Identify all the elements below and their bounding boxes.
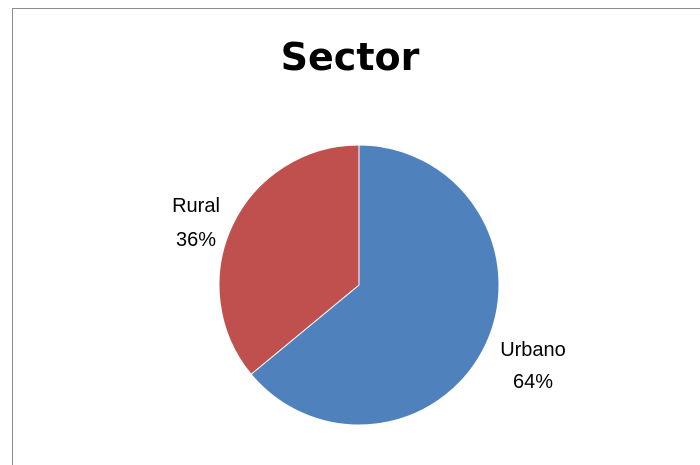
pie-slice-urbano <box>250 144 500 426</box>
slice-value-rural: 36% <box>176 229 216 251</box>
chart-title: Sector <box>280 35 420 79</box>
slice-value-urbano: 64% <box>513 371 553 393</box>
slice-label-urbano: Urbano <box>500 339 566 361</box>
slice-label-rural: Rural <box>172 195 220 217</box>
pie-slice-rural <box>218 144 360 375</box>
